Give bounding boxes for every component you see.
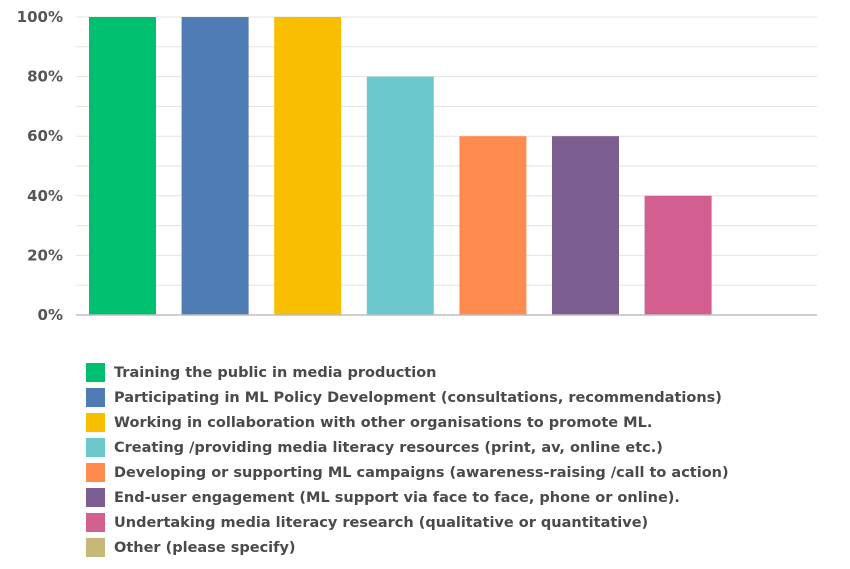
y-tick-label: 40%	[27, 187, 63, 205]
bar	[181, 17, 249, 315]
bars	[89, 17, 712, 315]
bar	[459, 136, 527, 315]
y-axis-ticks: 0% 20% 40% 60% 80% 100%	[17, 8, 63, 324]
bar-chart: 0% 20% 40% 60% 80% 100%	[17, 8, 817, 324]
legend-swatch	[86, 413, 105, 432]
bar	[274, 17, 342, 315]
legend-swatch	[86, 463, 105, 482]
legend-swatch	[86, 438, 105, 457]
legend-label: Creating /providing media literacy resou…	[114, 439, 663, 456]
bar	[644, 195, 712, 315]
y-tick-label: 100%	[17, 8, 63, 26]
legend-item: End-user engagement (ML support via face…	[86, 485, 729, 510]
legend-swatch	[86, 363, 105, 382]
legend-label: Other (please specify)	[114, 539, 296, 556]
legend-label: Participating in ML Policy Development (…	[114, 389, 722, 406]
legend-swatch	[86, 388, 105, 407]
legend-label: Developing or supporting ML campaigns (a…	[114, 464, 729, 481]
legend-item: Developing or supporting ML campaigns (a…	[86, 460, 729, 485]
bar	[89, 17, 156, 315]
y-tick-label: 0%	[38, 306, 63, 324]
legend-label: Undertaking media literacy research (qua…	[114, 514, 649, 531]
legend-item: Training the public in media production	[86, 360, 729, 385]
legend-label: End-user engagement (ML support via face…	[114, 489, 680, 506]
bar	[366, 76, 434, 315]
legend-swatch	[86, 488, 105, 507]
legend-item: Working in collaboration with other orga…	[86, 410, 729, 435]
legend-item: Creating /providing media literacy resou…	[86, 435, 729, 460]
legend-swatch	[86, 513, 105, 532]
legend-item: Other (please specify)	[86, 535, 729, 560]
y-tick-label: 20%	[27, 246, 63, 264]
legend-swatch	[86, 538, 105, 557]
legend-label: Working in collaboration with other orga…	[114, 414, 653, 431]
bar	[552, 136, 619, 315]
y-tick-label: 60%	[27, 127, 63, 145]
legend-item: Undertaking media literacy research (qua…	[86, 510, 729, 535]
legend-item: Participating in ML Policy Development (…	[86, 385, 729, 410]
legend-label: Training the public in media production	[114, 364, 437, 381]
y-tick-label: 80%	[27, 68, 63, 86]
legend: Training the public in media production P…	[86, 360, 729, 560]
